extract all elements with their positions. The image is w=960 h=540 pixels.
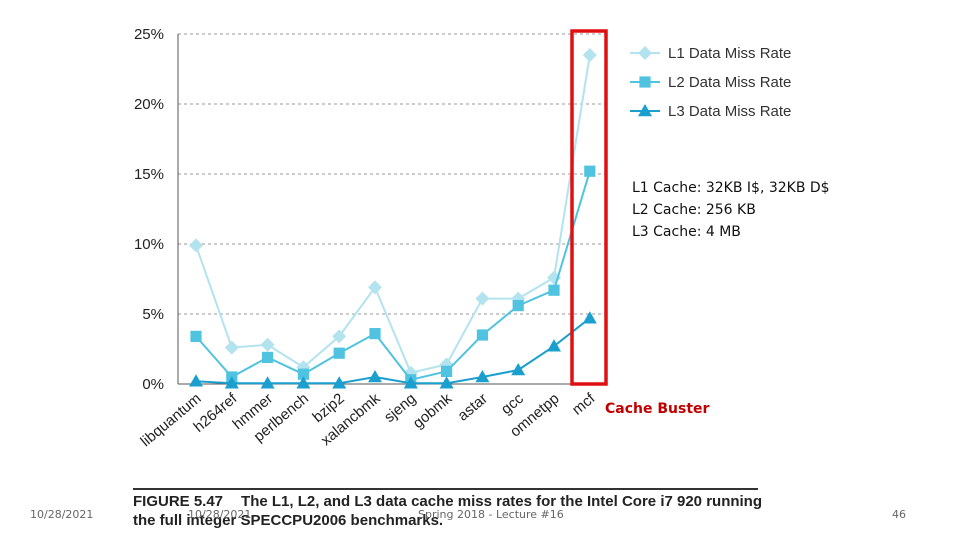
x-tick-label: mcf [569, 390, 599, 419]
series-line [195, 54, 591, 374]
figure-caption-text: The L1, L2, and L3 data cache miss rates… [133, 493, 763, 529]
data-point [439, 376, 454, 389]
data-point [260, 337, 275, 352]
data-point [511, 363, 526, 376]
data-point [476, 329, 488, 341]
data-point [584, 165, 596, 177]
series-1 [189, 48, 597, 380]
caption-top-rule [133, 488, 758, 490]
y-tick-label: 0% [142, 376, 164, 393]
legend-marker [639, 76, 651, 88]
note-l2-cache: L2 Cache: 256 KB [632, 202, 756, 218]
y-tick-label: 20% [134, 96, 164, 113]
data-point [297, 368, 309, 380]
data-point [296, 376, 311, 389]
data-point [333, 347, 345, 359]
data-point [582, 48, 597, 62]
data-point [368, 370, 382, 383]
data-point [369, 328, 381, 340]
footer-page-number: 46 [892, 508, 906, 521]
data-point [190, 330, 202, 342]
figure-caption: FIGURE 5.47 The L1, L2, and L3 data cache… [133, 492, 773, 530]
footer-date: 10/28/2021 [30, 508, 94, 521]
data-point [512, 300, 524, 312]
data-point [582, 311, 597, 324]
data-point [547, 339, 561, 352]
footer-date-center: 10/28/2021 [188, 508, 252, 521]
data-point [189, 374, 203, 387]
legend-marker [638, 46, 652, 60]
x-tick-label: astar [454, 390, 490, 424]
y-tick-label: 10% [134, 236, 164, 253]
data-point [262, 351, 274, 363]
data-point [475, 370, 490, 383]
x-tick-labels: libquantumh264refhmmerperlbenchbzip2xala… [137, 390, 599, 451]
grid-lines [178, 33, 605, 385]
legend-label: L1 Data Miss Rate [668, 45, 791, 62]
data-point [441, 365, 453, 377]
data-point [403, 376, 418, 389]
figure-number: FIGURE 5.47 [133, 493, 224, 510]
series-3 [189, 311, 597, 389]
y-tick-labels: 25% 20% 15% 10% 5% 0% [134, 26, 164, 393]
legend-label: L2 Data Miss Rate [668, 74, 791, 91]
data-point [475, 291, 490, 306]
series-line [195, 317, 591, 385]
series-2 [190, 165, 596, 386]
series-line [195, 170, 591, 381]
cache-buster-label: Cache Buster [605, 401, 710, 417]
data-point [368, 280, 382, 295]
legend-label: L3 Data Miss Rate [668, 103, 791, 120]
data-point [189, 238, 203, 253]
note-l1-cache: L1 Cache: 32KB I$, 32KB D$ [632, 180, 830, 196]
note-l3-cache: L3 Cache: 4 MB [632, 224, 741, 240]
series-lines [189, 48, 597, 389]
data-point [260, 376, 275, 389]
y-tick-label: 15% [134, 166, 164, 183]
y-tick-label: 25% [134, 26, 164, 43]
x-tick-label: gobmk [410, 390, 456, 432]
data-point [224, 340, 239, 355]
data-point [332, 376, 347, 389]
data-point [548, 284, 560, 296]
data-point [332, 329, 347, 344]
legend-marker [638, 104, 652, 117]
legend: L1 Data Miss Rate L2 Data Miss Rate L3 Dat… [630, 45, 791, 120]
mcf-highlight-box [570, 29, 608, 386]
data-point [224, 376, 239, 389]
footer-lecture: Spring 2018 - Lecture #16 [418, 508, 564, 521]
y-tick-label: 5% [142, 306, 164, 323]
